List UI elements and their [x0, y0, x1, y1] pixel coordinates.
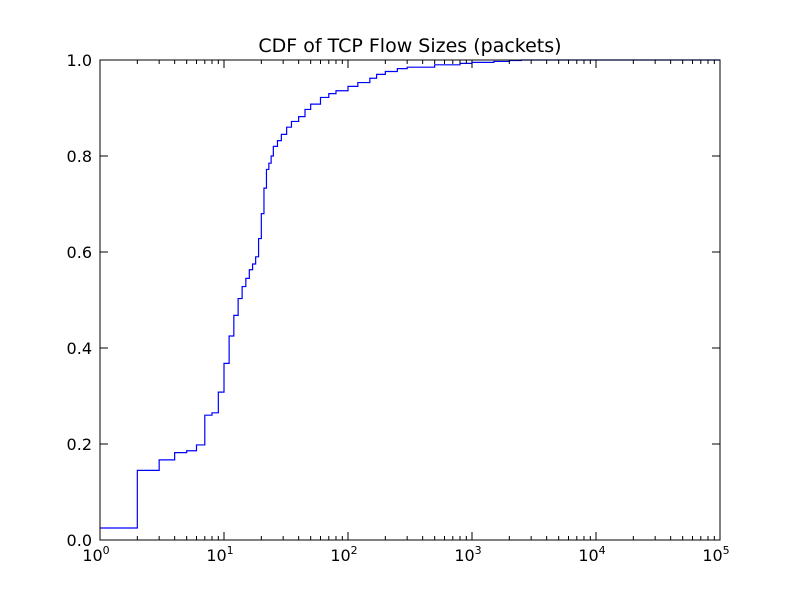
y-tick-label: 0.2	[67, 435, 92, 454]
plot-area: 100 101 102 103 104 105 0.0 0.2 0.4 0.6 0.8 1.0	[67, 51, 730, 565]
cdf-line	[100, 59, 720, 529]
y-tick-label: 0.0	[67, 531, 92, 550]
chart-title: CDF of TCP Flow Sizes (packets)	[258, 35, 561, 57]
y-tick-label: 0.8	[67, 147, 92, 166]
x-tick-label: 102	[330, 544, 357, 565]
y-tick-label: 0.6	[67, 243, 92, 262]
y-tick-label: 0.4	[67, 339, 92, 358]
x-tick-label: 104	[578, 544, 605, 565]
x-tick-label: 103	[454, 544, 481, 565]
x-tick-label: 100	[82, 544, 109, 565]
x-tick-label: 105	[702, 544, 729, 565]
y-tick-label: 1.0	[67, 51, 92, 70]
plot-frame	[99, 59, 721, 541]
x-tick-label: 101	[206, 544, 233, 565]
